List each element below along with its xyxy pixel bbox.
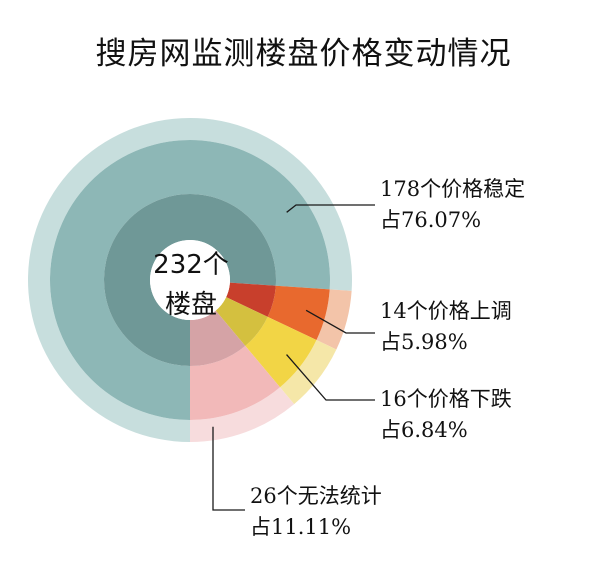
legend-stable: 178个价格稳定 占76.07% [380, 174, 525, 236]
donut-center-hole [150, 240, 230, 320]
leader-line-up [305, 309, 375, 334]
slice-pct-stable: 占76.07% [380, 208, 482, 232]
slice-pct-unknown: 占11.11% [250, 515, 352, 539]
slice-down-inner [215, 297, 268, 346]
leader-line-stable [286, 204, 375, 213]
slice-pct-down: 占6.84% [380, 418, 468, 442]
slice-down-outer [279, 340, 337, 405]
center-unit-label: 楼盘 [164, 290, 217, 320]
slice-unknown-outer [190, 387, 295, 442]
slice-down-mid [245, 316, 317, 388]
leader-line-unknown [212, 426, 245, 511]
slice-up-mid [267, 285, 330, 341]
slice-up-outer [316, 289, 352, 350]
slice-label-stable: 178个价格稳定 [380, 177, 526, 201]
slice-unknown-mid [190, 345, 280, 420]
slice-label-up: 14个价格上调 [380, 299, 512, 323]
slice-label-unknown: 26个无法统计 [250, 484, 382, 508]
donut-slices [28, 117, 352, 442]
legend-up: 14个价格上调 占5.98% [380, 296, 512, 358]
slice-up-inner [226, 282, 276, 317]
slice-stable-mid [49, 139, 331, 420]
slice-label-down: 16个价格下跌 [380, 387, 512, 411]
slice-pct-up: 占5.98% [380, 330, 468, 354]
center-count-label: 232个 [153, 250, 229, 280]
chart-title: 搜房网监测楼盘价格变动情况 [95, 36, 512, 72]
legend-unknown: 26个无法统计 占11.11% [250, 481, 382, 543]
slice-unknown-inner [190, 310, 246, 366]
legend-down: 16个价格下跌 占6.84% [380, 384, 512, 446]
slice-stable-inner [103, 194, 276, 366]
leader-lines [212, 204, 375, 511]
leader-line-down [286, 354, 375, 401]
